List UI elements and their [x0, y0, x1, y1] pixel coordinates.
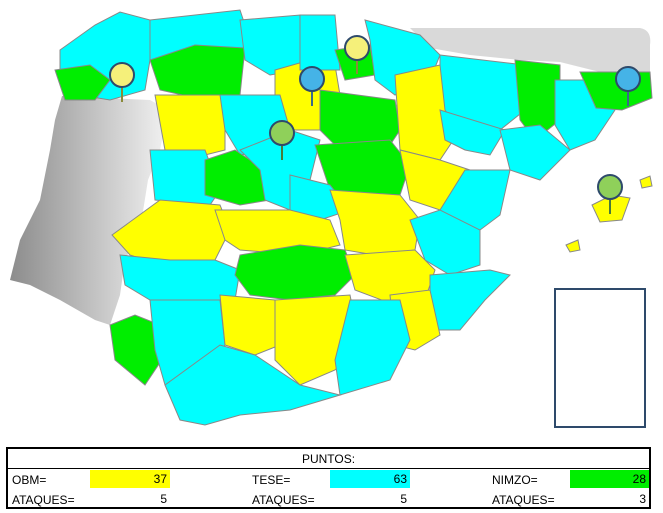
yellow-pin [344, 35, 370, 61]
scoreboard: PUNTOS: OBM= 37 TESE= 63 NIMZO= 28 ATAQU… [6, 447, 651, 509]
region-yellow[interactable] [329, 189, 421, 256]
nimzo-attacks-label: ATAQUES= [492, 493, 555, 507]
region-green[interactable] [234, 244, 356, 301]
blue-pin [299, 66, 325, 92]
region-yellow[interactable] [219, 294, 281, 356]
marker-pin[interactable] [109, 62, 135, 102]
green-pin [597, 174, 623, 200]
region-green[interactable] [54, 64, 111, 101]
scoreboard-title: PUNTOS: [8, 449, 649, 469]
green-pin [269, 120, 295, 146]
portugal-area [10, 96, 168, 325]
nimzo-points: 28 [570, 470, 649, 488]
region-yellow[interactable] [154, 94, 226, 156]
region-cyan[interactable] [439, 109, 506, 156]
marker-pin[interactable] [269, 120, 295, 160]
obm-attacks-label: ATAQUES= [12, 493, 75, 507]
spain-map [10, 9, 653, 426]
obm-points: 37 [90, 470, 170, 488]
region-cyan[interactable] [429, 269, 511, 331]
region-cyan[interactable] [164, 344, 342, 426]
region-cyan[interactable] [289, 174, 351, 221]
region-green[interactable] [514, 59, 561, 141]
nimzo-label: NIMZO= [492, 473, 538, 487]
nimzo-attacks: 3 [639, 492, 646, 506]
island-ibiza[interactable] [565, 239, 581, 253]
marker-pin[interactable] [615, 66, 641, 106]
france-area [410, 28, 651, 75]
tese-points: 63 [330, 470, 410, 488]
obm-attacks: 5 [160, 492, 167, 506]
blue-pin [615, 66, 641, 92]
canary-islands-inset [554, 288, 646, 428]
yellow-pin [109, 62, 135, 88]
island-menorca[interactable] [639, 175, 653, 189]
tese-attacks: 5 [400, 492, 407, 506]
tese-attacks-label: ATAQUES= [252, 493, 315, 507]
obm-label: OBM= [12, 473, 47, 487]
tese-label: TESE= [252, 473, 291, 487]
marker-pin[interactable] [344, 35, 370, 74]
marker-pin[interactable] [299, 66, 325, 106]
region-cyan[interactable] [299, 14, 341, 71]
marker-pin[interactable] [597, 174, 623, 214]
region-cyan[interactable] [334, 299, 411, 396]
region-cyan[interactable] [499, 124, 571, 181]
